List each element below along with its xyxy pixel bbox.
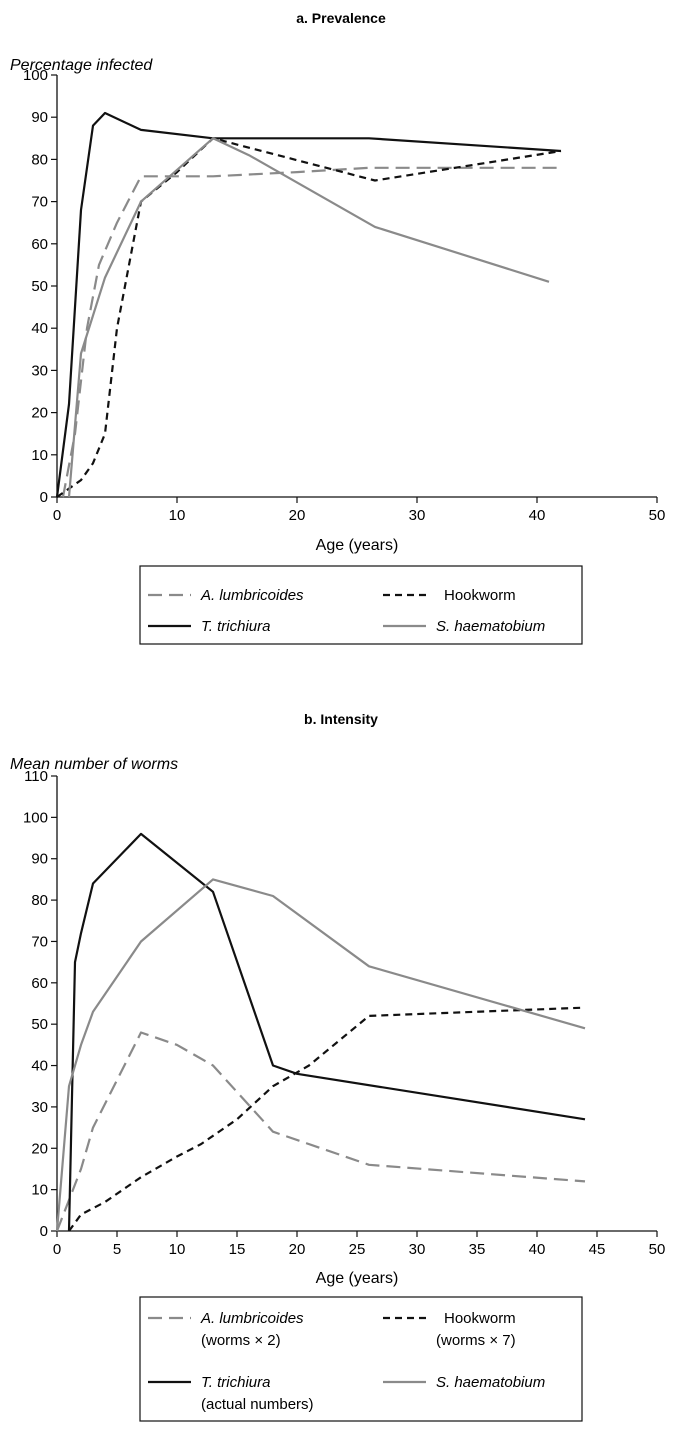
x-axis-label: Age (years) <box>316 537 399 554</box>
chart-title: a. Prevalence <box>296 10 386 26</box>
x-tick-label: 30 <box>409 1241 426 1258</box>
y-tick-label: 50 <box>31 278 48 295</box>
x-axis-label: Age (years) <box>316 1270 399 1287</box>
x-tick-label: 0 <box>53 1241 61 1258</box>
y-tick-label: 40 <box>31 320 48 337</box>
x-tick-label: 20 <box>289 507 306 524</box>
legend-label: A. lumbricoides <box>200 587 304 604</box>
y-tick-label: 100 <box>23 809 48 826</box>
x-tick-label: 10 <box>169 507 186 524</box>
x-tick-label: 30 <box>409 507 426 524</box>
y-tick-label: 80 <box>31 151 48 168</box>
x-tick-label: 5 <box>113 1241 121 1258</box>
y-tick-label: 90 <box>31 109 48 126</box>
x-tick-label: 50 <box>649 1241 666 1258</box>
x-tick-label: 15 <box>229 1241 246 1258</box>
legend-label: S. haematobium <box>436 618 545 635</box>
series-line-s-haematobium <box>67 137 550 498</box>
series-line-a-lumbricoides <box>61 166 561 498</box>
series-line-hookworm <box>68 1006 586 1232</box>
x-tick-label: 25 <box>349 1241 366 1258</box>
legend-label: Hookworm <box>444 1310 516 1327</box>
y-tick-label: 110 <box>24 768 48 785</box>
y-tick-label: 40 <box>31 1058 48 1075</box>
series-line-t-trichiura <box>55 111 562 498</box>
y-tick-label: 100 <box>23 67 48 84</box>
x-tick-label: 10 <box>169 1241 186 1258</box>
x-tick-label: 50 <box>649 507 666 524</box>
x-tick-label: 40 <box>529 507 546 524</box>
y-tick-label: 0 <box>40 489 48 506</box>
legend-box <box>139 1296 583 1422</box>
y-tick-label: 20 <box>31 1140 48 1157</box>
legend-label: S. haematobium <box>436 1374 545 1391</box>
y-tick-label: 80 <box>31 892 48 909</box>
y-tick-label: 20 <box>31 405 48 422</box>
legend-note: (worms × 2) <box>201 1332 281 1349</box>
legend-note: (worms × 7) <box>436 1332 516 1349</box>
y-tick-label: 10 <box>31 447 48 464</box>
y-tick-label: 60 <box>31 236 48 253</box>
legend-label: T. trichiura <box>201 1374 270 1391</box>
legend-box <box>139 565 583 645</box>
y-tick-label: 70 <box>31 933 48 950</box>
y-axis-label: Mean number of worms <box>10 756 178 773</box>
y-tick-label: 30 <box>31 1099 48 1116</box>
y-tick-label: 0 <box>40 1223 48 1240</box>
panel-intensity: b. Intensity Mean number of worms Age (yea… <box>10 711 666 1422</box>
legend-label: A. lumbricoides <box>200 1310 304 1327</box>
series-line-a-lumbricoides <box>55 1031 586 1232</box>
legend-note: (actual numbers) <box>201 1396 314 1413</box>
y-tick-label: 70 <box>31 194 48 211</box>
panel-prevalence: a. Prevalence Percentage infected Age (yea… <box>10 10 666 645</box>
series-line-s-haematobium <box>55 878 586 1232</box>
legend-label: T. trichiura <box>201 618 270 635</box>
x-tick-label: 35 <box>469 1241 486 1258</box>
chart-title: b. Intensity <box>304 711 378 727</box>
x-tick-label: 45 <box>589 1241 606 1258</box>
y-tick-label: 10 <box>31 1182 48 1199</box>
y-tick-label: 30 <box>31 362 48 379</box>
legend-label: Hookworm <box>444 587 516 604</box>
x-tick-label: 40 <box>529 1241 546 1258</box>
y-axis-label: Percentage infected <box>10 57 153 74</box>
y-tick-label: 90 <box>31 851 48 868</box>
series-line-hookworm <box>56 137 562 498</box>
x-tick-label: 20 <box>289 1241 306 1258</box>
series-line-t-trichiura <box>67 832 586 1232</box>
x-tick-label: 0 <box>53 507 61 524</box>
y-tick-label: 50 <box>31 1016 48 1033</box>
y-tick-label: 60 <box>31 975 48 992</box>
